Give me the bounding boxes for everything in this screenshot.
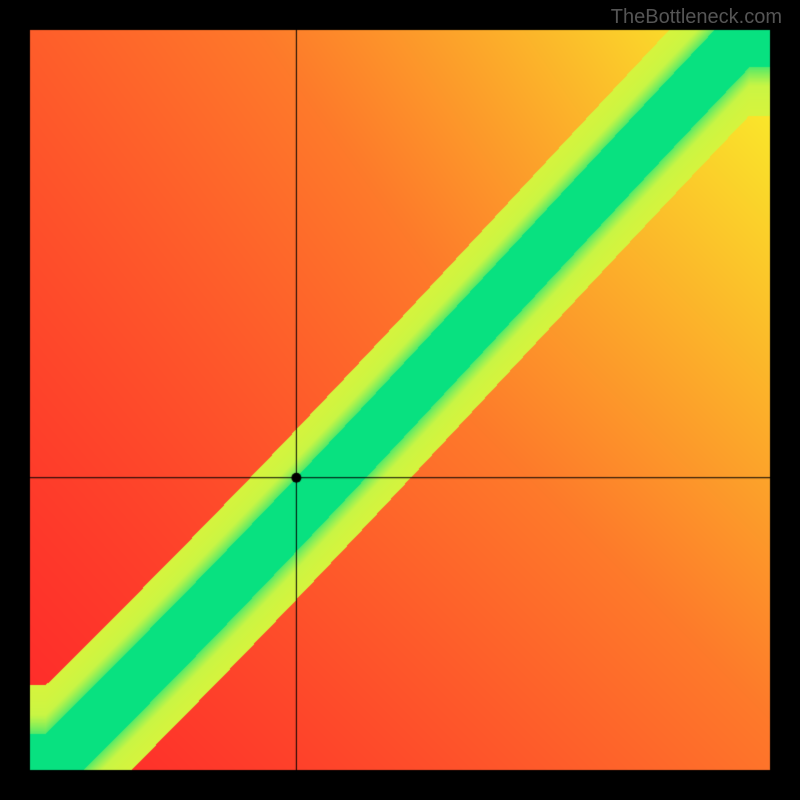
bottleneck-chart: TheBottleneck.com (0, 0, 800, 800)
watermark-text: TheBottleneck.com (611, 6, 782, 29)
heatmap-canvas (0, 0, 800, 800)
